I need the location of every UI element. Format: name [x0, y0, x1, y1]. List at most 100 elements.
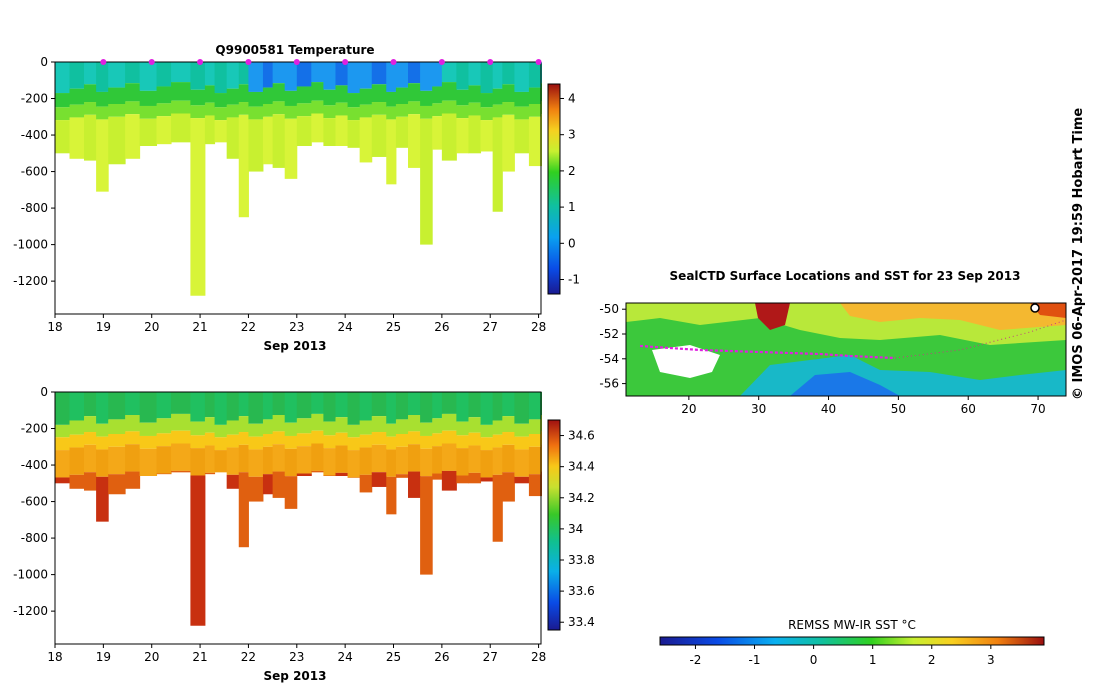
salinity-profile-cell: [323, 475, 336, 476]
temperature-profile-cell: [335, 85, 348, 102]
temperature-profile-cell: [420, 106, 433, 119]
salinity-profile-cell: [171, 443, 191, 470]
temperature-profile-cell: [311, 82, 324, 101]
temperature-x-tick-label: 27: [483, 320, 498, 334]
salinity-profile-cell: [297, 418, 312, 433]
salinity-profile-cell: [468, 392, 481, 417]
salinity-profile-cell: [239, 445, 249, 472]
sst-cb-tick-label: 2: [928, 653, 936, 667]
salinity-profile-cell: [335, 417, 348, 432]
temperature-profile-cell: [205, 115, 215, 144]
temperature-profile-cell: [96, 92, 109, 107]
temperature-profile-cell: [348, 120, 361, 148]
salinity-x-tick-label: 20: [144, 650, 159, 664]
temperature-section: [55, 62, 542, 296]
salinity-profile-cell: [108, 392, 125, 419]
salinity-profile-cell: [468, 417, 481, 432]
temperature-surface-marker: [342, 59, 348, 65]
salinity-profile-cell: [432, 418, 442, 433]
salinity-x-tick-label: 27: [483, 650, 498, 664]
salinity-profile-cell: [55, 477, 70, 483]
temperature-profile-cell: [372, 102, 387, 115]
temperature-colorbar-ticks: -101234: [560, 91, 580, 286]
temperature-profile-cell: [157, 62, 172, 86]
salinity-x-axis: 18 19 20 21 22 23 24 25 26 27 28: [47, 644, 546, 664]
temperature-profile-cell: [386, 62, 396, 92]
temperature-profile-cell: [372, 84, 387, 102]
temperature-cb-tick-label: 0: [568, 236, 576, 250]
sst-cb-tick-label: 3: [987, 653, 995, 667]
temperature-profile-cell: [335, 115, 348, 146]
salinity-profile-cell: [348, 392, 361, 425]
salinity-cb-tick-label: 33.6: [568, 584, 595, 598]
temperature-profile-cell: [297, 116, 312, 146]
temperature-profile-cell: [335, 103, 348, 116]
map-panel: SealCTD Surface Locations and SST for 23…: [599, 269, 1066, 667]
salinity-profile-cell: [456, 475, 469, 483]
temperature-profile-cell: [502, 115, 515, 172]
salinity-profile-cell: [514, 449, 529, 476]
temperature-profile-cell: [227, 105, 240, 118]
temperature-profile-cell: [396, 117, 409, 148]
sst-field: [626, 303, 1066, 396]
temperature-profile-cell: [70, 89, 85, 105]
temperature-profile-cell: [215, 107, 228, 120]
temperature-profile-cell: [386, 92, 396, 107]
temperature-profile-cell: [227, 117, 240, 158]
salinity-profile-cell: [360, 435, 373, 448]
salinity-profile-cell: [248, 392, 263, 424]
temperature-x-tick-label: 21: [192, 320, 207, 334]
temperature-profile-cell: [396, 62, 409, 88]
temperature-profile-cell: [420, 62, 433, 91]
salinity-profile-cell: [84, 472, 97, 490]
salinity-x-label: Sep 2013: [264, 669, 327, 683]
salinity-profile-cell: [285, 449, 298, 476]
salinity-profile-cell: [442, 414, 457, 431]
temperature-surface-marker: [294, 59, 300, 65]
temperature-profile-cell: [263, 88, 273, 104]
temperature-profile-cell: [456, 105, 469, 118]
temperature-profile-cell: [263, 104, 273, 117]
temperature-profile-cell: [311, 101, 324, 114]
salinity-profile-cell: [311, 414, 324, 431]
salinity-y-tick-label: -1000: [13, 568, 48, 582]
salinity-profile-cell: [263, 434, 273, 447]
salinity-x-tick-label: 28: [531, 650, 546, 664]
temperature-profile-cell: [481, 120, 494, 151]
temperature-surface-marker: [245, 59, 251, 65]
temperature-profile-cell: [372, 62, 387, 84]
salinity-profile-cell: [190, 422, 205, 436]
temperature-profile-cell: [227, 62, 240, 89]
salinity-profile-cell: [227, 392, 240, 420]
temperature-profile-cell: [125, 101, 140, 114]
temperature-profile-cell: [396, 104, 409, 117]
salinity-profile-cell: [360, 392, 373, 420]
temperature-profile-cell: [171, 101, 191, 114]
salinity-profile-cell: [70, 475, 85, 489]
temperature-profile-cell: [157, 86, 172, 103]
temperature-profile-cell: [442, 101, 457, 114]
salinity-profile-cell: [514, 392, 529, 424]
salinity-profile-cell: [396, 434, 409, 447]
salinity-cb-tick-label: 34: [568, 522, 583, 536]
salinity-profile-cell: [408, 444, 421, 471]
temperature-profile-cell: [171, 113, 191, 142]
salinity-profile-cell: [84, 445, 97, 472]
temperature-x-tick-label: 20: [144, 320, 159, 334]
temperature-profile-cell: [432, 62, 442, 86]
temperature-profile-cell: [468, 62, 481, 85]
salinity-profile-cell: [55, 425, 70, 437]
salinity-profile-cell: [335, 433, 348, 446]
temperature-profile-cell: [386, 107, 396, 120]
salinity-profile-cell: [96, 477, 109, 522]
temperature-profile-cell: [171, 82, 191, 101]
temperature-profile-cell: [84, 62, 97, 84]
salinity-profile-cell: [420, 436, 433, 449]
temperature-profile-cell: [285, 62, 298, 91]
salinity-profile-cell: [529, 474, 542, 496]
temperature-profile-cell: [248, 107, 263, 120]
salinity-profile-cell: [285, 436, 298, 449]
salinity-profile-cell: [360, 420, 373, 434]
temperature-profile-cell: [360, 105, 373, 118]
sst-cb-tick-label: -2: [689, 653, 701, 667]
